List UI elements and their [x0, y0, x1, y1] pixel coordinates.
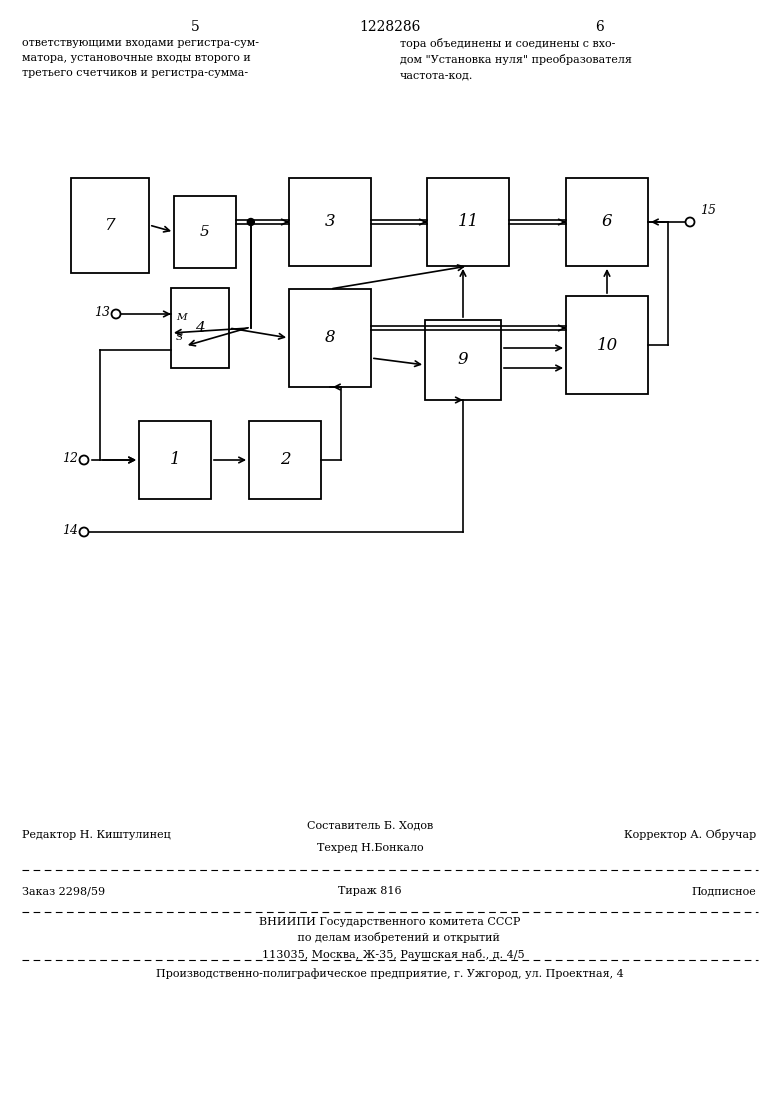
Bar [71, 178, 149, 272]
Text: тора объединены и соединены с вхо-
дом "Установка нуля" преобразователя
частота-: тора объединены и соединены с вхо- дом "… [400, 38, 632, 81]
Text: 2: 2 [280, 451, 290, 469]
Text: M: M [176, 313, 186, 322]
Text: Редактор Н. Киштулинец: Редактор Н. Киштулинец [22, 829, 171, 840]
Text: ответствующими входами регистра-сум-
матора, установочные входы второго и
третье: ответствующими входами регистра-сум- мат… [22, 38, 259, 77]
Bar [427, 178, 509, 266]
Text: 5: 5 [190, 20, 200, 34]
Text: Заказ 2298/59: Заказ 2298/59 [22, 886, 105, 896]
Text: 6: 6 [601, 214, 612, 231]
Circle shape [247, 218, 254, 225]
Bar [249, 421, 321, 499]
Text: 3: 3 [324, 214, 335, 231]
Text: 14: 14 [62, 524, 78, 536]
Bar [289, 289, 371, 387]
Text: 5: 5 [200, 225, 210, 239]
Text: 15: 15 [700, 203, 716, 216]
Text: Корректор А. Обручар: Корректор А. Обручар [624, 829, 756, 840]
Text: Тираж 816: Тираж 816 [339, 886, 402, 896]
Text: 1: 1 [170, 451, 180, 469]
Text: 8: 8 [324, 330, 335, 346]
Text: 4: 4 [195, 321, 205, 335]
Bar [171, 288, 229, 368]
Text: 1228286: 1228286 [360, 20, 420, 34]
Text: 9: 9 [458, 352, 468, 368]
Bar [289, 178, 371, 266]
Bar [566, 178, 648, 266]
Text: Подписное: Подписное [691, 886, 756, 896]
Bar [425, 320, 501, 400]
Text: Производственно-полиграфическое предприятие, г. Ужгород, ул. Проектная, 4: Производственно-полиграфическое предприя… [156, 968, 624, 978]
Bar [174, 196, 236, 268]
Text: 11: 11 [457, 214, 479, 231]
Text: 7: 7 [105, 216, 115, 234]
Text: S: S [176, 333, 183, 343]
Text: 12: 12 [62, 451, 78, 464]
Text: Составитель Б. Ходов: Составитель Б. Ходов [307, 820, 433, 829]
Text: 10: 10 [597, 336, 618, 353]
Text: ВНИИПИ Государственного комитета СССР
     по делам изобретений и открытий
  113: ВНИИПИ Государственного комитета СССР по… [255, 917, 525, 960]
Bar [566, 296, 648, 394]
Text: 6: 6 [596, 20, 604, 34]
Text: 13: 13 [94, 306, 110, 319]
Text: Техред Н.Бонкало: Техред Н.Бонкало [317, 843, 424, 853]
Bar [139, 421, 211, 499]
